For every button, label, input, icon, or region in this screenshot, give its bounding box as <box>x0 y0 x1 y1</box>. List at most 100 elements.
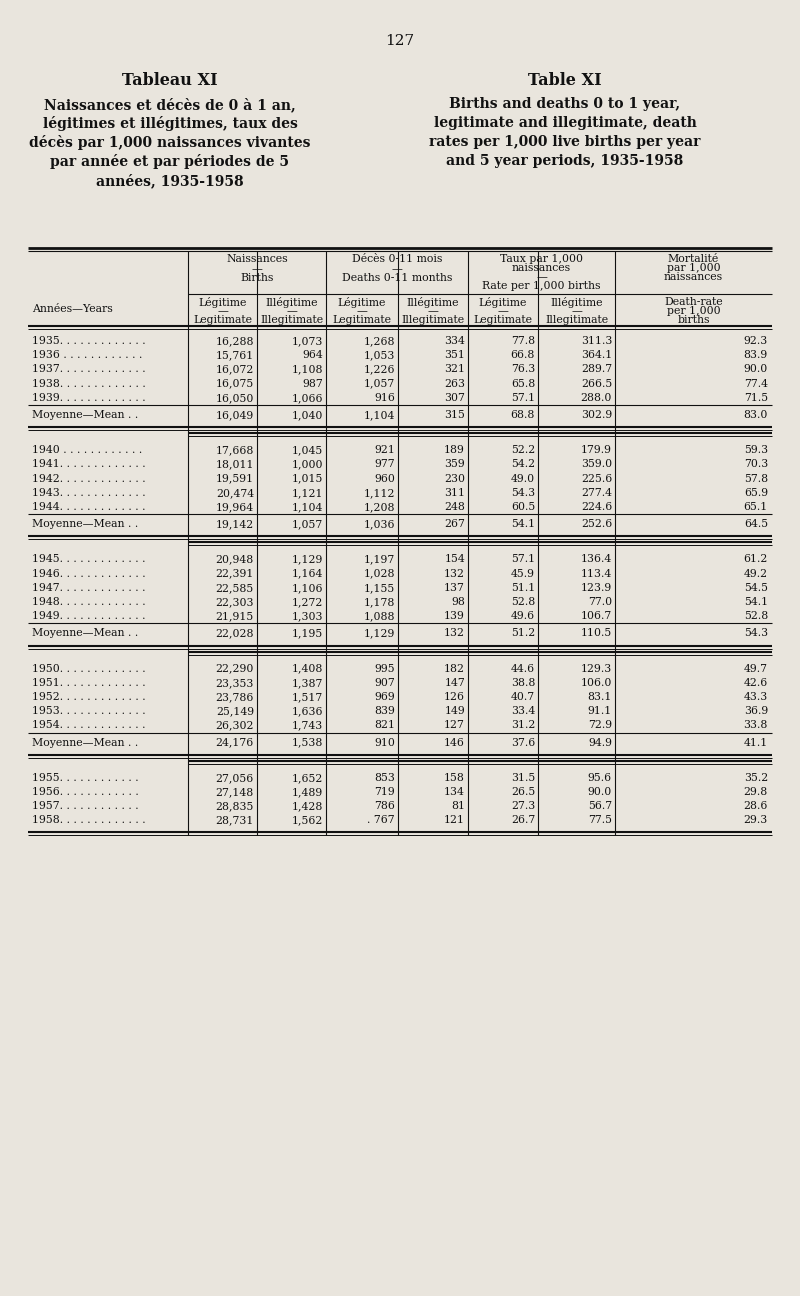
Text: 1,121: 1,121 <box>291 487 323 498</box>
Text: 22,303: 22,303 <box>215 597 254 607</box>
Text: 72.9: 72.9 <box>588 721 612 731</box>
Text: 311.3: 311.3 <box>581 336 612 346</box>
Text: 129.3: 129.3 <box>581 664 612 674</box>
Text: 1,112: 1,112 <box>363 487 395 498</box>
Text: 90.0: 90.0 <box>744 364 768 375</box>
Text: Births and deaths 0 to 1 year,: Births and deaths 0 to 1 year, <box>450 97 681 111</box>
Text: —: — <box>357 306 367 316</box>
Text: 16,072: 16,072 <box>216 364 254 375</box>
Text: 26.5: 26.5 <box>510 787 535 797</box>
Text: 26.7: 26.7 <box>510 815 535 826</box>
Text: 977: 977 <box>374 459 395 469</box>
Text: 1939. . . . . . . . . . . . .: 1939. . . . . . . . . . . . . <box>32 393 146 403</box>
Text: 22,290: 22,290 <box>216 664 254 674</box>
Text: 158: 158 <box>444 772 465 783</box>
Text: 266.5: 266.5 <box>581 378 612 389</box>
Text: 26,302: 26,302 <box>215 721 254 731</box>
Text: 21,915: 21,915 <box>216 612 254 621</box>
Text: 35.2: 35.2 <box>744 772 768 783</box>
Text: 45.9: 45.9 <box>511 569 535 578</box>
Text: 1,057: 1,057 <box>364 378 395 389</box>
Text: 28,835: 28,835 <box>216 801 254 811</box>
Text: 1,015: 1,015 <box>292 473 323 483</box>
Text: 20,474: 20,474 <box>216 487 254 498</box>
Text: 1,053: 1,053 <box>364 350 395 360</box>
Text: 127: 127 <box>444 721 465 731</box>
Text: 57.1: 57.1 <box>511 393 535 403</box>
Text: 43.3: 43.3 <box>744 692 768 702</box>
Text: Legitimate: Legitimate <box>474 315 533 325</box>
Text: 1,036: 1,036 <box>363 520 395 529</box>
Text: 1938. . . . . . . . . . . . .: 1938. . . . . . . . . . . . . <box>32 378 146 389</box>
Text: 1,197: 1,197 <box>364 555 395 564</box>
Text: 1945. . . . . . . . . . . . .: 1945. . . . . . . . . . . . . <box>32 555 146 564</box>
Text: 995: 995 <box>374 664 395 674</box>
Text: 146: 146 <box>444 737 465 748</box>
Text: 54.5: 54.5 <box>744 583 768 592</box>
Text: 16,288: 16,288 <box>215 336 254 346</box>
Text: 54.2: 54.2 <box>511 459 535 469</box>
Text: 106.7: 106.7 <box>581 612 612 621</box>
Text: 19,142: 19,142 <box>216 520 254 529</box>
Text: Mortalité: Mortalité <box>668 254 719 264</box>
Text: 65.9: 65.9 <box>744 487 768 498</box>
Text: 1944. . . . . . . . . . . . .: 1944. . . . . . . . . . . . . <box>32 502 146 512</box>
Text: 139: 139 <box>444 612 465 621</box>
Text: 351: 351 <box>444 350 465 360</box>
Text: 57.1: 57.1 <box>511 555 535 564</box>
Text: 52.8: 52.8 <box>510 597 535 607</box>
Text: Moyenne—Mean . .: Moyenne—Mean . . <box>32 737 138 748</box>
Text: 1950. . . . . . . . . . . . .: 1950. . . . . . . . . . . . . <box>32 664 146 674</box>
Text: 1,489: 1,489 <box>292 787 323 797</box>
Text: 1948. . . . . . . . . . . . .: 1948. . . . . . . . . . . . . <box>32 597 146 607</box>
Text: 49.6: 49.6 <box>511 612 535 621</box>
Text: 83.9: 83.9 <box>744 350 768 360</box>
Text: années, 1935-1958: années, 1935-1958 <box>96 172 244 188</box>
Text: 1,104: 1,104 <box>364 410 395 420</box>
Text: —: — <box>217 306 228 316</box>
Text: 65.8: 65.8 <box>510 378 535 389</box>
Text: 359: 359 <box>444 459 465 469</box>
Text: and 5 year periods, 1935-1958: and 5 year periods, 1935-1958 <box>446 154 684 168</box>
Text: 248: 248 <box>444 502 465 512</box>
Text: 179.9: 179.9 <box>581 446 612 455</box>
Text: 91.1: 91.1 <box>588 706 612 717</box>
Text: 154: 154 <box>444 555 465 564</box>
Text: 33.4: 33.4 <box>510 706 535 717</box>
Text: 311: 311 <box>444 487 465 498</box>
Text: 90.0: 90.0 <box>588 787 612 797</box>
Text: 821: 821 <box>374 721 395 731</box>
Text: 24,176: 24,176 <box>216 737 254 748</box>
Text: 1955. . . . . . . . . . . .: 1955. . . . . . . . . . . . <box>32 772 138 783</box>
Text: . 767: . 767 <box>367 815 395 826</box>
Text: —: — <box>286 306 297 316</box>
Text: 56.7: 56.7 <box>588 801 612 811</box>
Text: 18,011: 18,011 <box>215 459 254 469</box>
Text: 40.7: 40.7 <box>511 692 535 702</box>
Text: Illégitime: Illégitime <box>266 297 318 308</box>
Text: 1,517: 1,517 <box>292 692 323 702</box>
Text: 225.6: 225.6 <box>581 473 612 483</box>
Text: 1,129: 1,129 <box>292 555 323 564</box>
Text: 1946. . . . . . . . . . . . .: 1946. . . . . . . . . . . . . <box>32 569 146 578</box>
Text: 77.4: 77.4 <box>744 378 768 389</box>
Text: 59.3: 59.3 <box>744 446 768 455</box>
Text: Moyenne—Mean . .: Moyenne—Mean . . <box>32 410 138 420</box>
Text: 136.4: 136.4 <box>581 555 612 564</box>
Text: 15,761: 15,761 <box>216 350 254 360</box>
Text: Legitimate: Legitimate <box>193 315 252 325</box>
Text: 52.8: 52.8 <box>744 612 768 621</box>
Text: 16,050: 16,050 <box>216 393 254 403</box>
Text: 37.6: 37.6 <box>510 737 535 748</box>
Text: Légitime: Légitime <box>479 297 527 308</box>
Text: 57.8: 57.8 <box>744 473 768 483</box>
Text: 839: 839 <box>374 706 395 717</box>
Text: 1,636: 1,636 <box>291 706 323 717</box>
Text: 29.3: 29.3 <box>744 815 768 826</box>
Text: 921: 921 <box>374 446 395 455</box>
Text: 1,057: 1,057 <box>292 520 323 529</box>
Text: 77.8: 77.8 <box>511 336 535 346</box>
Text: 987: 987 <box>302 378 323 389</box>
Text: —: — <box>427 306 438 316</box>
Text: 52.2: 52.2 <box>510 446 535 455</box>
